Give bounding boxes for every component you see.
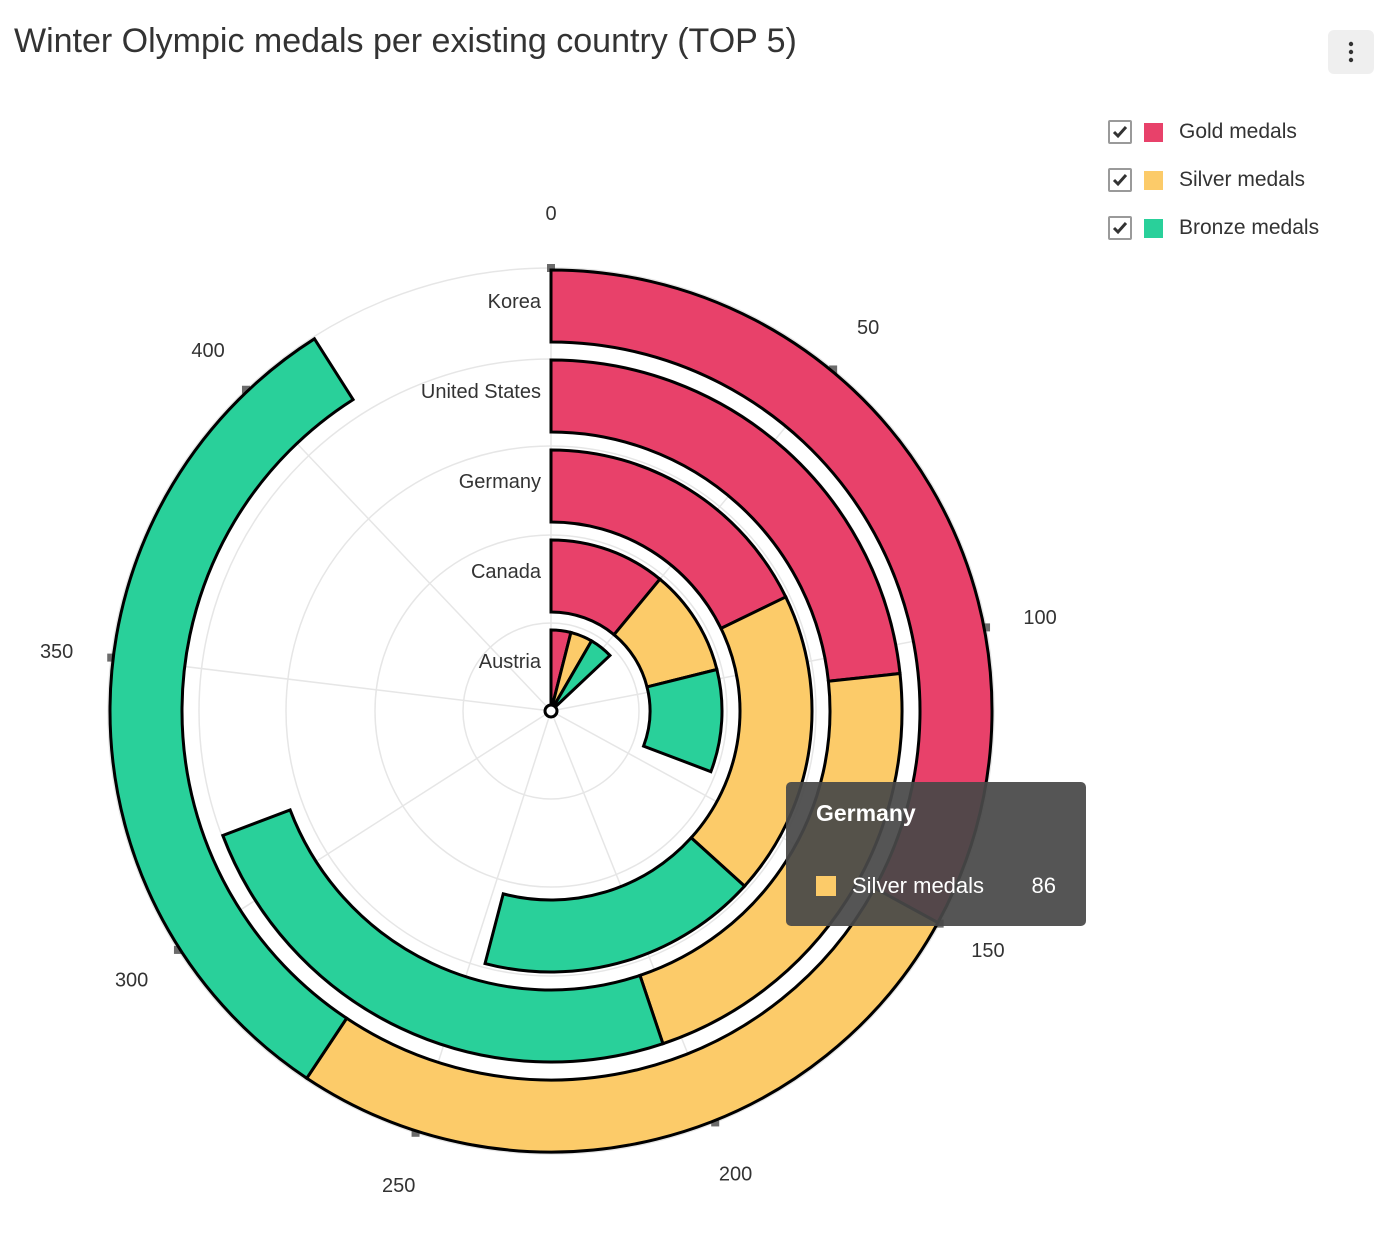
tick-label: 50 (857, 317, 879, 339)
legend-checkbox[interactable] (1108, 216, 1132, 240)
legend-swatch (1144, 218, 1163, 238)
legend-label: Gold medals (1179, 120, 1297, 143)
checkmark-icon (1112, 222, 1128, 235)
legend-checkbox[interactable] (1108, 168, 1132, 192)
checkmark-icon (1112, 174, 1128, 187)
tick-mark (547, 264, 555, 272)
tick-label: 100 (1023, 607, 1056, 629)
center-hub (543, 703, 559, 719)
category-label: Germany (459, 471, 541, 493)
tick-mark (829, 365, 838, 374)
tooltip-value: 86 (1031, 873, 1056, 898)
category-label: Austria (479, 651, 542, 673)
tooltip-swatch (816, 876, 836, 896)
tick-mark (173, 945, 182, 954)
legend-checkbox[interactable] (1108, 120, 1132, 144)
tick-mark (711, 1118, 720, 1127)
tick-mark (982, 623, 991, 632)
tick-label: 300 (115, 970, 148, 992)
bar-canada-bronze (641, 667, 724, 774)
tick-mark (241, 385, 250, 394)
legend-item-silver-medals[interactable]: Silver medals (1108, 156, 1319, 204)
tick-mark (411, 1128, 420, 1137)
category-label: United States (421, 381, 541, 403)
chart-menu-button[interactable] (1328, 30, 1374, 74)
more-vertical-icon (1348, 41, 1354, 63)
legend-item-bronze-medals[interactable]: Bronze medals (1108, 204, 1319, 252)
legend: Gold medals Silver medals Bronze medals (1108, 108, 1319, 252)
tooltip-title: Germany (816, 800, 916, 826)
category-label: Canada (471, 561, 542, 583)
legend-swatch (1144, 170, 1163, 190)
chart-title: Winter Olympic medals per existing count… (14, 22, 797, 60)
tooltip-series-name: Silver medals (852, 873, 985, 898)
bar-united-states-bronze (220, 808, 665, 1064)
tooltip: Germany Silver medals 86 (786, 782, 1086, 926)
legend-label: Silver medals (1179, 168, 1306, 191)
checkmark-icon (1112, 126, 1128, 139)
bar-austria-bronze (552, 638, 613, 708)
bar-korea-bronze (108, 336, 356, 1081)
tick-mark (107, 653, 116, 662)
tick-label: 200 (719, 1164, 752, 1186)
legend-label: Bronze medals (1179, 216, 1320, 239)
tick-label: 400 (191, 340, 224, 362)
tick-label: 0 (545, 203, 556, 225)
legend-swatch (1144, 122, 1163, 142)
tick-label: 150 (971, 940, 1004, 962)
category-label: Korea (488, 291, 542, 313)
bar-germany-bronze (483, 835, 747, 974)
legend-item-gold-medals[interactable]: Gold medals (1108, 108, 1319, 156)
tick-label: 350 (40, 641, 73, 663)
tick-label: 250 (382, 1175, 415, 1197)
